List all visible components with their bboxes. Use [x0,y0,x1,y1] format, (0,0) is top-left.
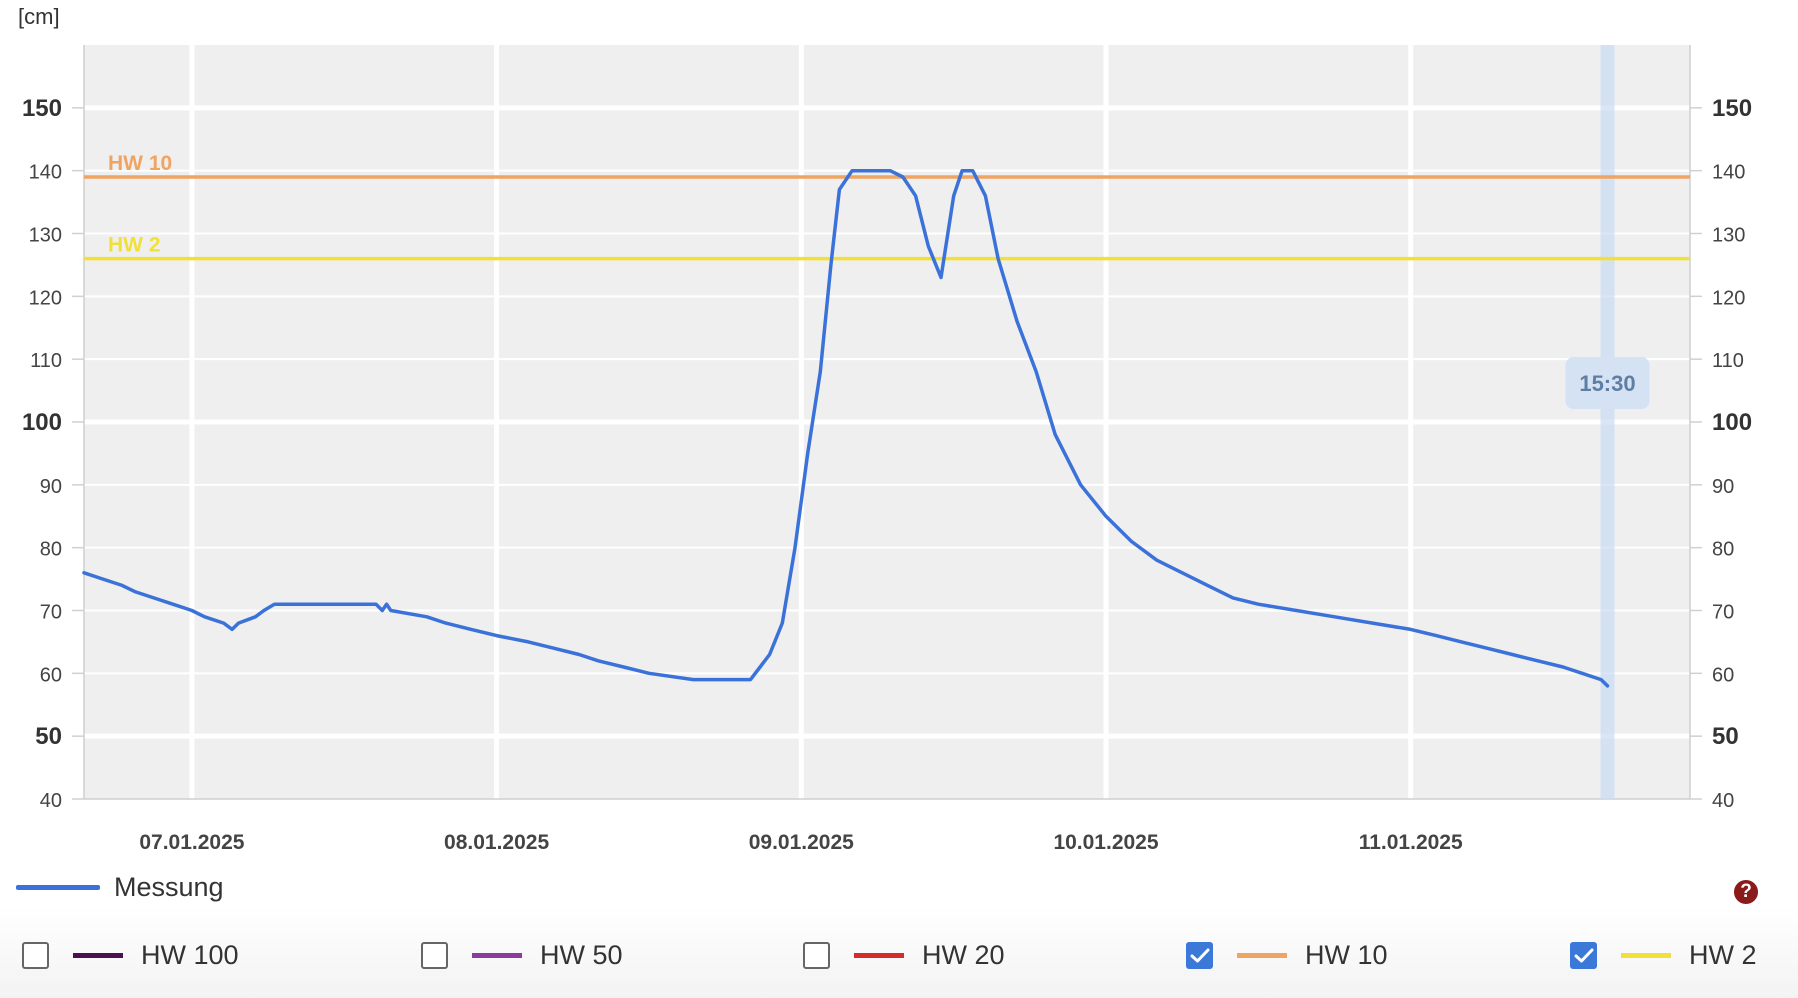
line-swatch-hw-2 [1621,953,1671,958]
y-tick-label-right: 140 [1712,162,1745,184]
y-tick-label-left: 50 [35,723,62,750]
threshold-toggle-bar: HW 100 HW 50 HW 20 HW 10 HW 2 [0,905,1798,998]
y-tick-label-left: 140 [29,162,62,184]
legend-swatch-messung [16,885,100,890]
current-time-band [1600,45,1615,799]
current-time-badge [1565,357,1650,409]
y-axis-unit-label: [cm] [18,4,60,29]
checkbox-hw-50[interactable] [421,942,448,969]
checkbox-hw-2[interactable] [1570,942,1597,969]
checkbox-hw-100[interactable] [22,942,49,969]
line-swatch-hw-100 [73,953,123,958]
checkbox-hw-20[interactable] [803,942,830,969]
y-tick-label-left: 100 [22,409,62,436]
y-tick-label-right: 150 [1712,95,1752,122]
y-tick-label-left: 120 [29,287,62,309]
threshold-label-hw-10: HW 10 [108,152,172,175]
y-tick-label-right: 70 [1712,602,1734,624]
y-tick-label-left: 70 [40,602,62,624]
toggle-label-hw-20: HW 20 [922,940,1005,970]
line-swatch-hw-10 [1237,953,1287,958]
x-tick-label: 07.01.2025 [139,831,244,854]
toggle-hw-2[interactable]: HW 2 [1570,940,1757,971]
x-tick-label: 08.01.2025 [444,831,549,854]
x-tick-label: 09.01.2025 [749,831,854,854]
checkbox-hw-10[interactable] [1186,942,1213,969]
toggle-hw-10[interactable]: HW 10 [1186,940,1388,971]
toggle-label-hw-10: HW 10 [1305,940,1388,970]
current-time-label: 15:30 [1579,371,1635,396]
y-tick-label-left: 110 [30,350,62,372]
line-swatch-hw-50 [472,953,522,958]
y-tick-label-left: 150 [22,95,62,122]
y-tick-label-right: 50 [1712,723,1739,750]
y-tick-label-left: 90 [40,476,62,498]
threshold-label-hw-2: HW 2 [108,234,161,257]
series-line-messung [82,168,1610,688]
y-tick-label-right: 60 [1712,664,1734,686]
x-tick-label: 11.01.2025 [1359,831,1463,854]
toggle-hw-20[interactable]: HW 20 [803,940,1005,971]
y-tick-label-left: 60 [40,664,62,686]
water-level-chart: 40 40 50 50 60 60 70 70 80 80 90 90 100 100 110 110 120 1… [22,45,1752,854]
toggle-hw-100[interactable]: HW 100 [22,940,239,971]
y-tick-label-left: 80 [40,539,62,561]
toggle-label-hw-50: HW 50 [540,940,623,970]
toggle-hw-50[interactable]: HW 50 [421,940,623,971]
line-swatch-hw-20 [854,953,904,958]
y-tick-label-left: 130 [29,225,62,247]
question-icon[interactable]: ? [1734,880,1758,904]
y-tick-label-right: 110 [1712,350,1744,372]
toggle-label-hw-2: HW 2 [1689,940,1757,970]
y-tick-label-right: 100 [1712,409,1752,436]
legend: Messung [16,872,224,903]
y-tick-label-right: 130 [1712,225,1745,247]
checkmark-icon [1190,948,1209,962]
toggle-label-hw-100: HW 100 [141,940,239,970]
checkmark-icon [1574,948,1593,962]
y-tick-label-right: 120 [1712,287,1745,309]
y-tick-label-right: 90 [1712,476,1734,498]
x-tick-label: 10.01.2025 [1053,831,1158,854]
y-tick-label-right: 40 [1712,790,1734,812]
legend-label-messung: Messung [114,872,224,902]
y-tick-label-left: 40 [40,790,62,812]
y-tick-label-right: 80 [1712,539,1734,561]
